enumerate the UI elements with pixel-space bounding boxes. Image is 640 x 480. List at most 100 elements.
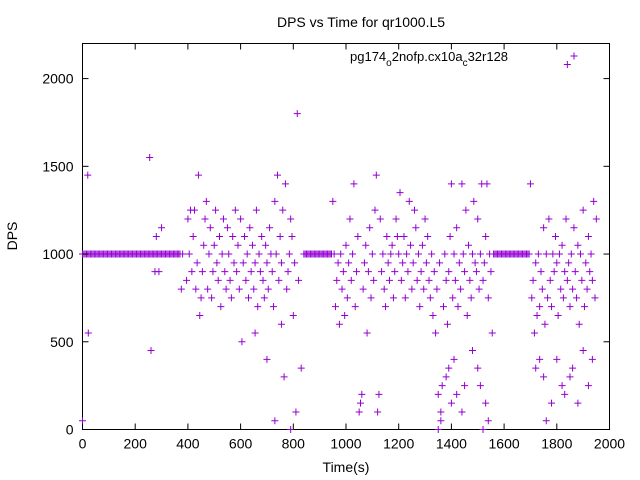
data-point <box>413 276 421 284</box>
y-tick-label: 2000 <box>42 71 73 87</box>
data-point <box>586 268 594 276</box>
data-point <box>578 276 586 284</box>
data-point <box>216 233 224 240</box>
data-point <box>449 294 457 302</box>
data-point <box>571 268 579 276</box>
data-point <box>192 285 200 293</box>
data-point <box>283 285 291 293</box>
data-point <box>270 303 278 311</box>
data-point <box>582 259 590 267</box>
data-point <box>551 233 559 240</box>
data-point <box>465 241 473 249</box>
data-point <box>561 268 569 276</box>
data-point <box>345 259 353 267</box>
data-point <box>251 259 259 267</box>
data-point <box>529 276 537 284</box>
data-point <box>588 276 596 284</box>
data-point <box>206 224 214 232</box>
data-point <box>462 206 470 214</box>
data-point <box>579 347 587 355</box>
data-point <box>185 250 193 258</box>
data-point <box>463 311 471 319</box>
data-point <box>541 320 549 328</box>
data-point <box>422 259 430 267</box>
data-point <box>426 294 434 302</box>
data-point <box>482 399 490 407</box>
data-point <box>588 355 596 363</box>
data-point <box>356 399 364 407</box>
legend-marker <box>570 52 578 60</box>
data-point <box>234 241 242 249</box>
data-point <box>429 311 437 319</box>
data-point <box>233 268 241 276</box>
data-point <box>210 241 218 249</box>
data-point <box>364 268 372 276</box>
data-point <box>363 329 371 337</box>
data-point <box>396 189 404 197</box>
data-point <box>404 268 412 276</box>
data-point <box>436 259 444 267</box>
data-point <box>268 268 276 276</box>
data-point <box>409 259 417 267</box>
data-point <box>470 197 478 205</box>
data-point <box>416 303 424 311</box>
data-point <box>454 303 462 311</box>
data-point <box>196 311 204 319</box>
data-point <box>194 171 202 179</box>
data-point <box>580 303 588 311</box>
data-point <box>437 417 445 425</box>
data-point <box>480 259 488 267</box>
data-point <box>247 268 255 276</box>
data-point <box>474 215 482 223</box>
data-point <box>359 285 367 293</box>
data-point <box>434 390 442 398</box>
data-point <box>408 285 416 293</box>
data-point <box>235 285 243 293</box>
data-point <box>579 206 587 214</box>
x-axis-ticks: 0 200 400 600 800 1000 1200 1400 1600 1800 2000 <box>79 43 625 452</box>
data-point <box>217 303 225 311</box>
data-point <box>484 294 492 302</box>
data-point <box>466 276 474 284</box>
data-point <box>565 259 573 267</box>
data-point <box>218 250 226 258</box>
data-point <box>536 355 544 363</box>
data-point <box>384 259 392 267</box>
data-point <box>389 294 397 302</box>
data-point <box>414 250 422 258</box>
data-point <box>484 417 492 425</box>
data-point <box>382 303 390 311</box>
data-point <box>198 268 206 276</box>
y-tick-label: 0 <box>66 422 74 438</box>
data-point <box>453 224 461 232</box>
data-point <box>443 320 451 328</box>
data-point <box>392 215 400 223</box>
data-point <box>411 206 419 214</box>
data-point <box>209 268 217 276</box>
data-point <box>471 259 479 267</box>
plot-area <box>79 43 610 433</box>
data-point <box>447 399 455 407</box>
data-point <box>227 294 235 302</box>
data-point <box>591 294 599 302</box>
data-point <box>262 241 270 249</box>
data-point <box>225 250 233 258</box>
data-point <box>474 364 482 372</box>
data-point <box>350 180 358 188</box>
data-point <box>383 233 391 240</box>
data-point <box>387 250 395 258</box>
y-axis-label: DPS <box>4 222 20 251</box>
data-point <box>339 268 347 276</box>
data-point <box>349 250 357 258</box>
data-point <box>476 382 484 390</box>
data-point <box>378 268 386 276</box>
data-point <box>280 373 288 381</box>
data-point <box>442 276 450 284</box>
data-point <box>354 233 362 240</box>
data-point <box>221 268 229 276</box>
x-tick-label: 800 <box>282 436 306 452</box>
data-point <box>558 382 566 390</box>
data-point <box>563 61 571 69</box>
data-point <box>254 303 262 311</box>
data-point <box>459 250 467 258</box>
